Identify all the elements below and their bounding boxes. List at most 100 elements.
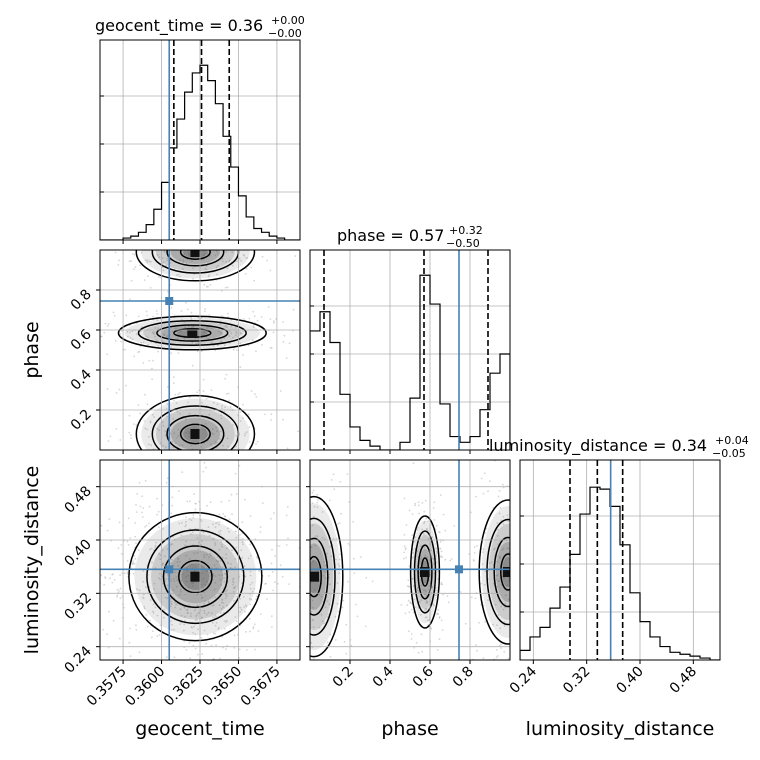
sample-point [209, 451, 211, 453]
sample-point [216, 273, 219, 276]
sample-point [303, 543, 305, 545]
sample-point [176, 585, 178, 588]
sample-point [194, 527, 197, 530]
sample-point [138, 481, 141, 484]
sample-point [159, 578, 162, 581]
sample-point [235, 445, 238, 448]
sample-point [162, 269, 165, 272]
sample-point [153, 247, 155, 249]
sample-point [141, 511, 143, 514]
sample-point [209, 575, 212, 577]
sample-point [201, 246, 203, 248]
sample-point [304, 309, 306, 311]
sample-point [403, 533, 406, 536]
sample-point [410, 608, 413, 611]
sample-point [162, 549, 164, 552]
sample-point [191, 364, 194, 367]
sample-point [478, 621, 480, 624]
sample-point [104, 245, 106, 247]
density-contour [310, 517, 336, 636]
sample-point [294, 255, 297, 257]
sample-point [530, 703, 532, 705]
sample-point [312, 559, 315, 562]
sample-point [200, 543, 202, 546]
sample-point [512, 634, 514, 636]
sample-point [482, 548, 485, 551]
title-phase: phase = 0.57 +0.32 −0.50 [337, 224, 483, 250]
sample-point [209, 284, 212, 286]
sample-point [156, 513, 159, 516]
panel-frame [309, 249, 511, 451]
sample-point [423, 520, 426, 523]
sample-point [218, 523, 220, 526]
sample-point [207, 526, 210, 529]
sample-point [413, 646, 415, 649]
sample-point [190, 519, 193, 522]
sample-point [427, 520, 429, 523]
sample-point [153, 588, 156, 590]
sample-point [309, 663, 311, 665]
density-contour [117, 315, 267, 351]
sample-point [421, 528, 423, 531]
sample-point [147, 451, 149, 453]
sample-point [127, 544, 130, 546]
sample-point [135, 511, 138, 513]
sample-point [220, 543, 223, 546]
sample-point [205, 265, 208, 267]
sample-point [301, 332, 303, 334]
sample-point [214, 544, 217, 546]
sample-point [495, 656, 498, 659]
sample-point [442, 513, 445, 516]
sample-point [437, 613, 440, 615]
sample-point [132, 253, 134, 255]
sample-point [306, 591, 308, 593]
sample-point [108, 610, 110, 613]
sample-point [203, 602, 206, 605]
sample-point [239, 534, 241, 536]
sample-point [214, 526, 217, 528]
sample-point [249, 598, 251, 600]
sample-point [424, 554, 426, 557]
sample-point [244, 432, 247, 435]
sample-point [223, 627, 226, 630]
sample-point [310, 546, 313, 549]
sample-point [212, 632, 215, 635]
sample-point [411, 513, 414, 516]
sample-point [208, 572, 211, 574]
sample-point [336, 582, 339, 584]
sample-point [316, 506, 319, 509]
sample-point [125, 314, 128, 317]
sample-point [201, 540, 203, 542]
sample-point [151, 378, 154, 381]
sample-point [225, 261, 228, 263]
sample-point [119, 574, 121, 576]
density-contour [128, 511, 263, 642]
sample-point [183, 453, 185, 455]
sample-point [226, 589, 229, 592]
sample-point [299, 688, 301, 690]
sample-point [482, 677, 484, 679]
sample-point [285, 514, 288, 517]
sample-point [330, 479, 333, 481]
sample-point [164, 446, 167, 449]
sample-point [239, 411, 241, 413]
sample-point [148, 586, 151, 588]
sample-point [111, 581, 114, 584]
sample-point [446, 595, 449, 598]
sample-point [483, 583, 486, 586]
sample-point [220, 607, 223, 610]
sample-point [472, 559, 475, 561]
sample-point [249, 587, 252, 590]
sample-point [234, 472, 237, 475]
sample-point [337, 563, 340, 565]
sample-point [202, 378, 205, 381]
sample-point [490, 561, 493, 564]
sample-point [200, 572, 203, 575]
sample-point [343, 715, 345, 717]
sample-point [241, 556, 244, 559]
sample-point [198, 389, 201, 392]
sample-point [500, 605, 502, 608]
sample-point [239, 606, 242, 609]
panel-phase-vs-geocent-time [96, 245, 306, 455]
sample-point [159, 558, 162, 561]
